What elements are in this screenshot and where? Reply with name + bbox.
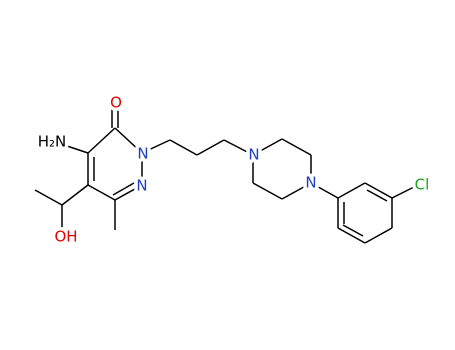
atom-labels: H₂N O N N N N OH Cl bbox=[34, 90, 433, 249]
atom-label: OH bbox=[54, 228, 77, 246]
atom-label: N bbox=[248, 146, 259, 164]
bonds bbox=[34, 103, 419, 244]
atom-label: Cl bbox=[415, 176, 430, 194]
atom-label: N bbox=[136, 177, 147, 195]
atom-label: N bbox=[137, 145, 148, 163]
atom-label: N bbox=[305, 174, 316, 192]
atom-label: O bbox=[110, 94, 122, 112]
atom-label: H₂N bbox=[38, 133, 67, 151]
